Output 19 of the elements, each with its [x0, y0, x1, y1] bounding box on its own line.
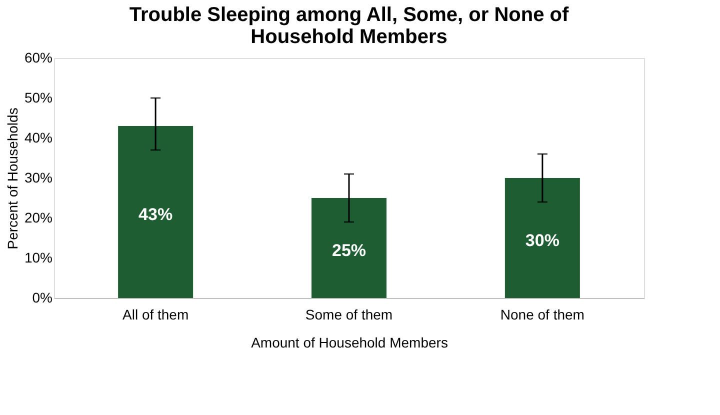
data-label: 43%	[138, 205, 173, 224]
y-tick-label: 0%	[32, 290, 52, 306]
y-tick-label: 40%	[24, 130, 52, 146]
y-tick-label: 10%	[24, 250, 52, 266]
y-tick-label: 30%	[24, 170, 52, 186]
chart-title: Trouble Sleeping among All, Some, or None of Household Members	[129, 4, 569, 48]
y-axis-title: Percent of Households	[4, 108, 20, 250]
y-tick-label: 50%	[24, 90, 52, 106]
x-axis-title: Amount of Household Members	[251, 334, 448, 350]
x-tick-label: Some of them	[305, 306, 393, 322]
bar	[118, 126, 194, 298]
y-tick-label: 20%	[24, 210, 52, 226]
x-tick-label: All of them	[122, 306, 189, 322]
bar	[504, 178, 580, 298]
data-label: 25%	[332, 241, 366, 260]
bar	[312, 198, 386, 298]
data-label: 30%	[525, 231, 560, 250]
x-tick-label: None of them	[500, 306, 584, 322]
y-tick-label: 60%	[24, 50, 52, 66]
